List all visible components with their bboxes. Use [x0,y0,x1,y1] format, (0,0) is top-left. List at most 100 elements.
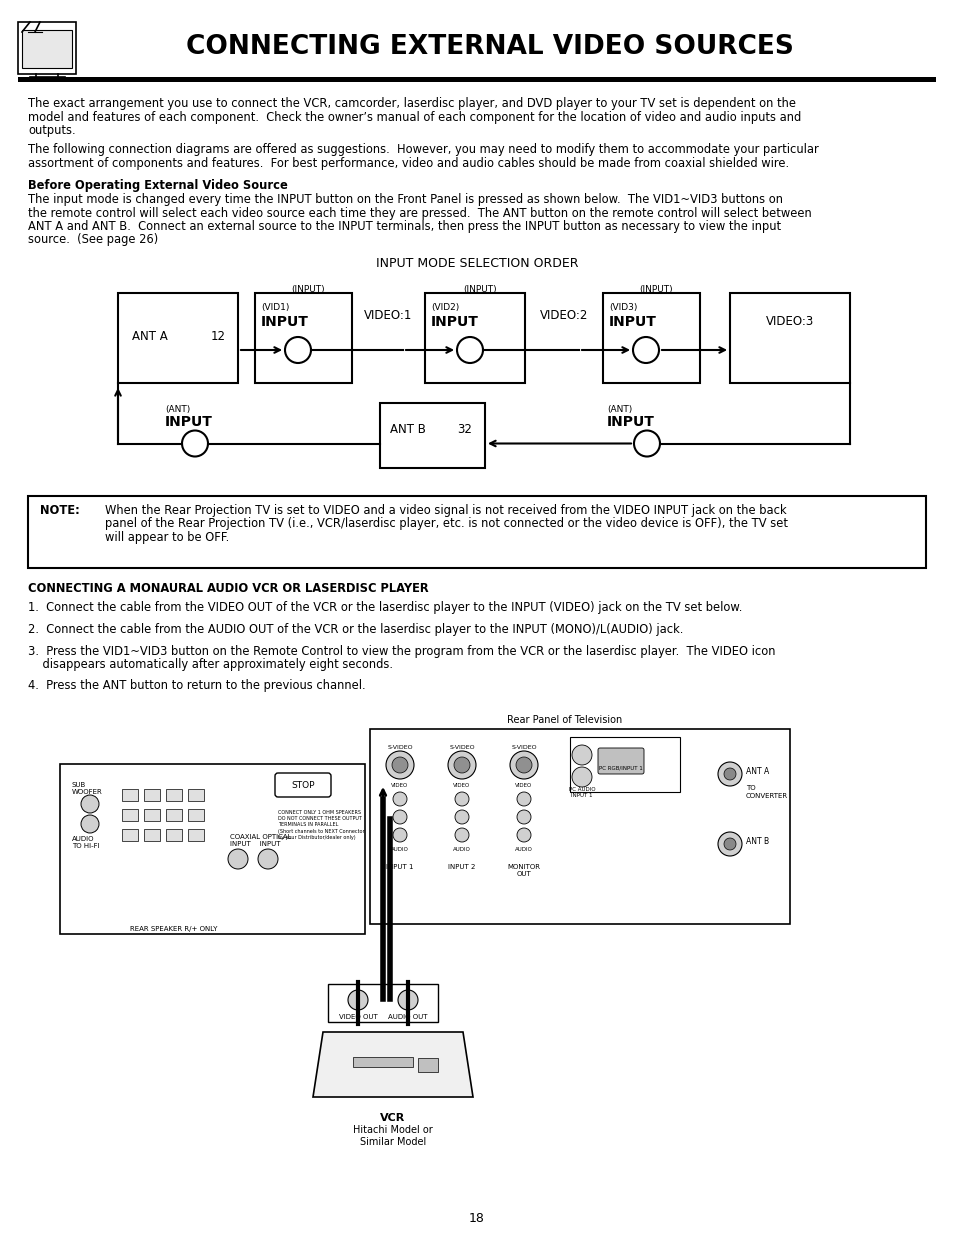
Circle shape [517,792,531,806]
Bar [144,829,160,841]
Text: (INPUT): (INPUT) [291,285,324,294]
Circle shape [257,848,277,869]
Text: MONITOR
OUT: MONITOR OUT [507,864,540,877]
Text: ANT B: ANT B [390,424,425,436]
Circle shape [81,795,99,813]
Bar [188,789,204,802]
Text: AUDIO: AUDIO [453,847,471,852]
Circle shape [455,792,469,806]
Text: VIDEO:1: VIDEO:1 [363,309,412,322]
Bar [569,737,679,792]
Circle shape [572,745,592,764]
Text: NOTE:: NOTE: [40,504,80,517]
Text: INPUT: INPUT [165,415,213,429]
Text: INPUT: INPUT [431,315,478,329]
Bar [254,293,352,383]
Text: outputs.: outputs. [28,124,75,137]
Circle shape [393,792,407,806]
Text: Rear Panel of Television: Rear Panel of Television [507,715,622,725]
Text: INPUT: INPUT [606,415,654,429]
Text: COAXIAL OPTICAL
INPUT    INPUT: COAXIAL OPTICAL INPUT INPUT [230,834,292,847]
FancyBboxPatch shape [598,748,643,774]
Bar [60,764,365,934]
Bar [118,293,237,383]
Bar [18,22,76,74]
Circle shape [455,827,469,842]
Circle shape [228,848,248,869]
Text: PC RGB/INPUT 1: PC RGB/INPUT 1 [598,764,642,769]
Bar [18,77,935,82]
Text: (ANT): (ANT) [606,405,632,414]
Bar [729,293,849,383]
Text: VIDEO:3: VIDEO:3 [765,315,813,329]
Text: REAR SPEAKER R/+ ONLY: REAR SPEAKER R/+ ONLY [130,926,217,932]
Circle shape [448,751,476,779]
Text: S-VIDEO: S-VIDEO [387,745,413,750]
Bar [328,984,437,1023]
Circle shape [718,762,741,785]
Circle shape [718,832,741,856]
Text: ANT A: ANT A [745,767,768,776]
Text: Similar Model: Similar Model [359,1137,426,1147]
Text: VIDEO: VIDEO [391,783,408,788]
Text: CONNECTING EXTERNAL VIDEO SOURCES: CONNECTING EXTERNAL VIDEO SOURCES [186,35,793,61]
Bar [144,809,160,821]
Text: 12: 12 [211,330,225,342]
Text: INPUT 1: INPUT 1 [386,864,414,869]
Circle shape [393,827,407,842]
Circle shape [393,810,407,824]
Circle shape [397,990,417,1010]
Text: (ANT): (ANT) [165,405,190,414]
Text: ANT A: ANT A [132,330,168,342]
Circle shape [455,810,469,824]
Text: S-VIDEO: S-VIDEO [449,745,475,750]
Circle shape [454,757,470,773]
Text: The following connection diagrams are offered as suggestions.  However, you may : The following connection diagrams are of… [28,143,818,157]
Text: VIDEO:2: VIDEO:2 [539,309,588,322]
Circle shape [572,767,592,787]
Text: (VID2): (VID2) [431,303,458,312]
Text: ANT B: ANT B [745,836,768,846]
Text: Hitachi Model or: Hitachi Model or [353,1125,433,1135]
Text: will appear to be OFF.: will appear to be OFF. [105,531,229,543]
Text: INPUT 2: INPUT 2 [448,864,476,869]
Bar [370,729,789,924]
Text: CONVERTER: CONVERTER [745,793,787,799]
Text: (INPUT): (INPUT) [639,285,672,294]
Bar [166,809,182,821]
Circle shape [386,751,414,779]
Bar [28,496,925,568]
Text: TO: TO [745,785,755,790]
Bar [379,403,484,468]
Text: INPUT MODE SELECTION ORDER: INPUT MODE SELECTION ORDER [375,257,578,270]
Circle shape [348,990,368,1010]
Text: S-VIDEO: S-VIDEO [511,745,537,750]
Text: model and features of each component.  Check the owner’s manual of each componen: model and features of each component. Ch… [28,110,801,124]
Text: AUDIO
TO HI-FI: AUDIO TO HI-FI [71,836,99,848]
Text: 4.  Press the ANT button to return to the previous channel.: 4. Press the ANT button to return to the… [28,679,365,693]
Circle shape [723,839,735,850]
Text: (INPUT): (INPUT) [463,285,497,294]
Circle shape [516,757,532,773]
Text: 1.  Connect the cable from the VIDEO OUT of the VCR or the laserdisc player to t: 1. Connect the cable from the VIDEO OUT … [28,601,741,615]
Text: AUDIO: AUDIO [515,847,533,852]
Text: 18: 18 [469,1212,484,1224]
Bar [166,789,182,802]
Circle shape [723,768,735,781]
Bar [166,829,182,841]
Text: 2.  Connect the cable from the AUDIO OUT of the VCR or the laserdisc player to t: 2. Connect the cable from the AUDIO OUT … [28,622,682,636]
Text: source.  (See page 26): source. (See page 26) [28,233,158,247]
Circle shape [392,757,408,773]
Text: VCR: VCR [380,1113,405,1123]
Bar [122,809,138,821]
Bar [122,829,138,841]
Text: VIDEO: VIDEO [515,783,532,788]
Text: AUDIO: AUDIO [391,847,409,852]
Text: disappears automatically after approximately eight seconds.: disappears automatically after approxima… [28,658,393,671]
Bar [417,1058,437,1072]
Text: INPUT: INPUT [608,315,657,329]
Text: the remote control will select each video source each time they are pressed.  Th: the remote control will select each vide… [28,206,811,220]
Bar [188,809,204,821]
Text: The input mode is changed every time the INPUT button on the Front Panel is pres: The input mode is changed every time the… [28,193,782,206]
Text: SUB
WOOFER: SUB WOOFER [71,782,103,795]
